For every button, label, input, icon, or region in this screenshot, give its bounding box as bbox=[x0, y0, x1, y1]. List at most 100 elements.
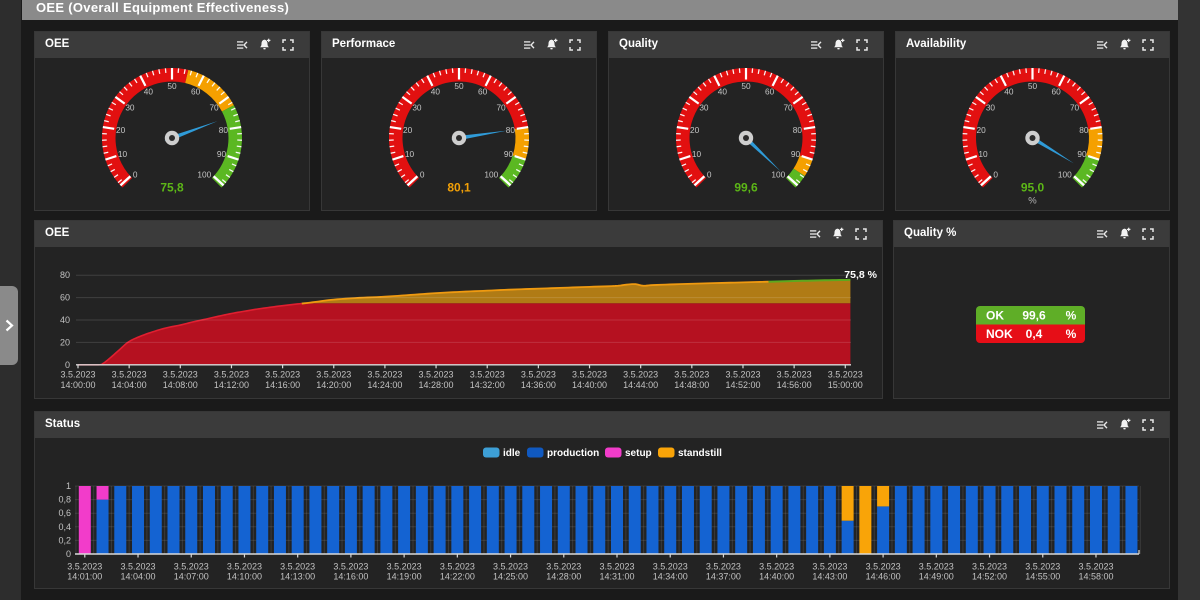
svg-text:3.5.2023: 3.5.2023 bbox=[280, 562, 315, 572]
svg-text:3.5.2023: 3.5.2023 bbox=[972, 562, 1007, 572]
svg-text:3.5.2023: 3.5.2023 bbox=[227, 562, 262, 572]
svg-text:%: % bbox=[1028, 196, 1037, 207]
svg-text:3.5.2023: 3.5.2023 bbox=[919, 562, 954, 572]
svg-text:production: production bbox=[547, 448, 599, 459]
svg-text:0,4: 0,4 bbox=[1026, 327, 1043, 341]
svg-text:14:04:00: 14:04:00 bbox=[112, 380, 147, 390]
svg-text:14:13:00: 14:13:00 bbox=[280, 572, 315, 582]
svg-text:0: 0 bbox=[707, 170, 712, 180]
svg-text:40: 40 bbox=[718, 87, 728, 97]
svg-text:70: 70 bbox=[496, 102, 506, 112]
svg-text:40: 40 bbox=[1004, 87, 1014, 97]
svg-text:14:00:00: 14:00:00 bbox=[60, 380, 95, 390]
svg-text:14:16:00: 14:16:00 bbox=[333, 572, 368, 582]
svg-text:3.5.2023: 3.5.2023 bbox=[60, 370, 95, 380]
svg-text:95,0: 95,0 bbox=[1021, 181, 1045, 195]
svg-text:14:36:00: 14:36:00 bbox=[521, 380, 556, 390]
svg-text:14:08:00: 14:08:00 bbox=[163, 380, 198, 390]
svg-text:setup: setup bbox=[625, 448, 652, 459]
svg-text:%: % bbox=[1066, 309, 1077, 323]
svg-text:0: 0 bbox=[65, 360, 70, 370]
svg-text:14:37:00: 14:37:00 bbox=[706, 572, 741, 582]
svg-text:14:32:00: 14:32:00 bbox=[470, 380, 505, 390]
svg-text:40: 40 bbox=[431, 87, 441, 97]
svg-text:14:46:00: 14:46:00 bbox=[866, 572, 901, 582]
svg-text:14:52:00: 14:52:00 bbox=[725, 380, 760, 390]
svg-text:0,4: 0,4 bbox=[58, 522, 71, 532]
svg-text:14:55:00: 14:55:00 bbox=[1025, 572, 1060, 582]
svg-text:3.5.2023: 3.5.2023 bbox=[706, 562, 741, 572]
svg-text:14:24:00: 14:24:00 bbox=[367, 380, 402, 390]
svg-text:3.5.2023: 3.5.2023 bbox=[419, 370, 454, 380]
svg-text:80: 80 bbox=[60, 270, 70, 280]
svg-text:20: 20 bbox=[116, 125, 126, 135]
svg-text:60: 60 bbox=[765, 87, 775, 97]
svg-text:50: 50 bbox=[454, 81, 464, 91]
svg-text:3.5.2023: 3.5.2023 bbox=[653, 562, 688, 572]
svg-text:14:04:00: 14:04:00 bbox=[120, 572, 155, 582]
svg-text:50: 50 bbox=[741, 81, 751, 91]
svg-text:0: 0 bbox=[133, 170, 138, 180]
svg-text:0: 0 bbox=[993, 170, 998, 180]
svg-text:100: 100 bbox=[771, 170, 785, 180]
svg-text:80: 80 bbox=[1079, 125, 1089, 135]
svg-text:50: 50 bbox=[1028, 81, 1038, 91]
svg-text:14:25:00: 14:25:00 bbox=[493, 572, 528, 582]
svg-text:14:52:00: 14:52:00 bbox=[972, 572, 1007, 582]
svg-text:3.5.2023: 3.5.2023 bbox=[120, 562, 155, 572]
svg-text:60: 60 bbox=[60, 293, 70, 303]
svg-text:60: 60 bbox=[191, 87, 201, 97]
svg-text:20: 20 bbox=[60, 337, 70, 347]
svg-text:14:16:00: 14:16:00 bbox=[265, 380, 300, 390]
svg-text:0: 0 bbox=[420, 170, 425, 180]
svg-text:10: 10 bbox=[978, 149, 988, 159]
svg-text:14:10:00: 14:10:00 bbox=[227, 572, 262, 582]
svg-text:3.5.2023: 3.5.2023 bbox=[623, 370, 658, 380]
svg-text:100: 100 bbox=[197, 170, 211, 180]
svg-text:10: 10 bbox=[118, 149, 128, 159]
svg-text:1: 1 bbox=[66, 481, 71, 491]
svg-text:90: 90 bbox=[217, 149, 227, 159]
svg-text:3.5.2023: 3.5.2023 bbox=[214, 370, 249, 380]
svg-text:99,6: 99,6 bbox=[734, 181, 758, 195]
svg-text:3.5.2023: 3.5.2023 bbox=[493, 562, 528, 572]
svg-text:80,1: 80,1 bbox=[447, 181, 471, 195]
svg-text:3.5.2023: 3.5.2023 bbox=[1078, 562, 1113, 572]
svg-text:OK: OK bbox=[986, 309, 1004, 323]
svg-text:3.5.2023: 3.5.2023 bbox=[163, 370, 198, 380]
svg-text:20: 20 bbox=[690, 125, 700, 135]
svg-text:14:01:00: 14:01:00 bbox=[67, 572, 102, 582]
svg-text:100: 100 bbox=[1058, 170, 1072, 180]
svg-text:3.5.2023: 3.5.2023 bbox=[546, 562, 581, 572]
svg-text:30: 30 bbox=[412, 102, 422, 112]
svg-text:80: 80 bbox=[793, 125, 803, 135]
svg-text:15:00:00: 15:00:00 bbox=[828, 380, 863, 390]
svg-text:3.5.2023: 3.5.2023 bbox=[599, 562, 634, 572]
svg-text:3.5.2023: 3.5.2023 bbox=[440, 562, 475, 572]
svg-text:100: 100 bbox=[484, 170, 498, 180]
svg-text:0: 0 bbox=[66, 549, 71, 559]
svg-text:99,6: 99,6 bbox=[1022, 309, 1046, 323]
svg-text:80: 80 bbox=[219, 125, 229, 135]
svg-text:14:56:00: 14:56:00 bbox=[777, 380, 812, 390]
svg-text:40: 40 bbox=[144, 87, 154, 97]
svg-text:3.5.2023: 3.5.2023 bbox=[812, 562, 847, 572]
svg-text:NOK: NOK bbox=[986, 327, 1013, 341]
svg-text:3.5.2023: 3.5.2023 bbox=[333, 562, 368, 572]
svg-text:3.5.2023: 3.5.2023 bbox=[112, 370, 147, 380]
svg-text:3.5.2023: 3.5.2023 bbox=[265, 370, 300, 380]
svg-text:10: 10 bbox=[692, 149, 702, 159]
svg-text:30: 30 bbox=[699, 102, 709, 112]
svg-text:70: 70 bbox=[783, 102, 793, 112]
svg-text:3.5.2023: 3.5.2023 bbox=[470, 370, 505, 380]
svg-text:3.5.2023: 3.5.2023 bbox=[387, 562, 422, 572]
svg-text:3.5.2023: 3.5.2023 bbox=[572, 370, 607, 380]
svg-text:3.5.2023: 3.5.2023 bbox=[174, 562, 209, 572]
svg-text:14:19:00: 14:19:00 bbox=[387, 572, 422, 582]
svg-text:14:28:00: 14:28:00 bbox=[546, 572, 581, 582]
svg-text:50: 50 bbox=[167, 81, 177, 91]
svg-text:60: 60 bbox=[1051, 87, 1061, 97]
svg-text:14:40:00: 14:40:00 bbox=[759, 572, 794, 582]
svg-text:40: 40 bbox=[60, 315, 70, 325]
svg-text:14:48:00: 14:48:00 bbox=[674, 380, 709, 390]
